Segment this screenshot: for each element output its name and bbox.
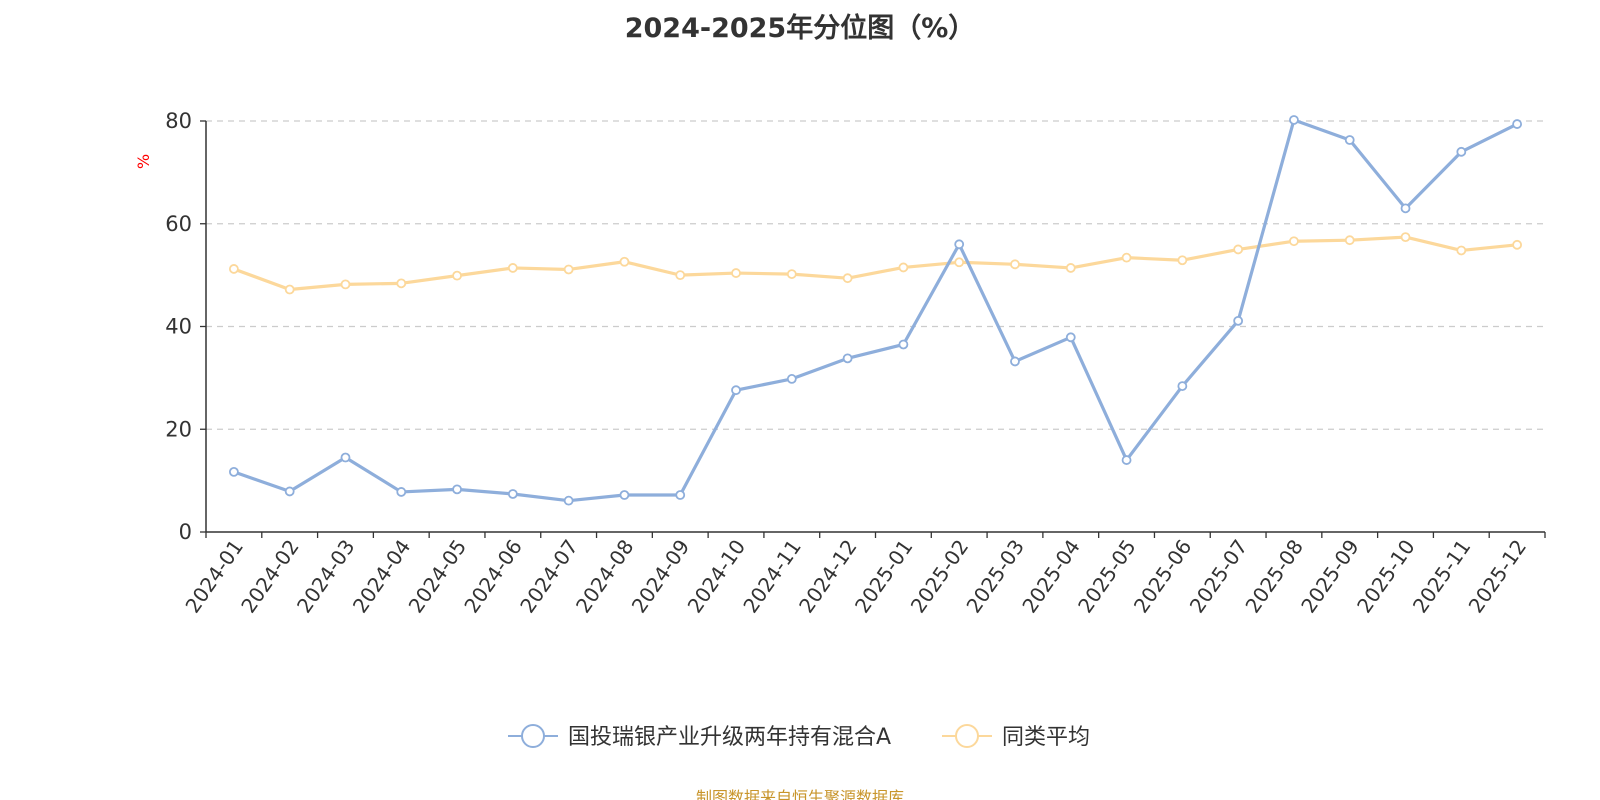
data-point[interactable] xyxy=(842,353,853,364)
legend-marker xyxy=(521,724,545,748)
data-point[interactable] xyxy=(284,284,295,295)
data-point[interactable] xyxy=(1121,455,1132,465)
axes: 020406080%2024-012024-022024-032024-0420… xyxy=(134,109,1546,617)
legend-label: 同类平均 xyxy=(1002,725,1090,750)
data-point[interactable] xyxy=(340,279,351,290)
data-point[interactable] xyxy=(898,339,909,350)
legend-label: 国投瑞银产业升级两年持有混合A xyxy=(568,725,891,750)
data-point[interactable] xyxy=(842,273,853,284)
data-point[interactable] xyxy=(898,262,909,273)
data-point[interactable] xyxy=(1456,245,1467,256)
data-point[interactable] xyxy=(954,257,965,268)
legend[interactable]: 国投瑞银产业升级两年持有混合A 同类平均 xyxy=(508,724,1090,750)
y-tick-label: 20 xyxy=(165,417,192,441)
data-point[interactable] xyxy=(1010,356,1020,367)
y-tick-label: 80 xyxy=(165,109,192,133)
series-lines xyxy=(228,115,1523,506)
grid-lines xyxy=(206,120,1545,430)
data-point[interactable] xyxy=(1065,263,1076,273)
data-point[interactable] xyxy=(452,270,462,281)
data-point[interactable] xyxy=(396,487,407,497)
data-point[interactable] xyxy=(563,264,574,275)
data-point[interactable] xyxy=(1344,235,1355,246)
line-chart: 020406080%2024-012024-022024-032024-0420… xyxy=(134,109,1546,750)
data-point[interactable] xyxy=(1400,232,1411,243)
y-tick-label: 0 xyxy=(179,520,192,544)
data-point[interactable] xyxy=(954,239,965,250)
data-source-note: 制图数据来自恒生聚源数据库 xyxy=(695,788,904,800)
y-axis-label: % xyxy=(134,154,153,169)
data-point[interactable] xyxy=(1233,315,1244,326)
data-point[interactable] xyxy=(228,466,239,477)
data-point[interactable] xyxy=(1177,255,1188,266)
data-point[interactable] xyxy=(228,264,239,274)
series-line-1 xyxy=(233,235,1518,292)
legend-item-1[interactable]: 同类平均 xyxy=(942,724,1090,750)
data-point[interactable] xyxy=(619,256,630,267)
data-point[interactable] xyxy=(1289,115,1299,125)
data-point[interactable] xyxy=(1400,203,1411,214)
data-point[interactable] xyxy=(452,484,462,495)
data-point[interactable] xyxy=(1121,252,1132,263)
data-point[interactable] xyxy=(284,486,295,497)
data-point[interactable] xyxy=(1233,244,1244,255)
data-point[interactable] xyxy=(675,270,686,281)
data-point[interactable] xyxy=(731,385,741,396)
x-tick-label: 2025-12 xyxy=(1464,535,1532,617)
legend-item-0[interactable]: 国投瑞银产业升级两年持有混合A xyxy=(508,724,891,750)
data-point[interactable] xyxy=(1344,135,1355,145)
legend-marker xyxy=(955,724,979,748)
data-point[interactable] xyxy=(619,490,630,500)
data-point[interactable] xyxy=(340,452,351,463)
data-point[interactable] xyxy=(675,490,686,500)
y-tick-label: 60 xyxy=(165,212,192,236)
data-point[interactable] xyxy=(396,278,407,289)
data-point[interactable] xyxy=(1456,146,1467,157)
data-point[interactable] xyxy=(731,268,741,278)
data-point[interactable] xyxy=(507,263,518,273)
data-point[interactable] xyxy=(507,489,518,499)
data-point[interactable] xyxy=(786,374,797,384)
data-point[interactable] xyxy=(1512,239,1523,250)
data-point[interactable] xyxy=(1177,381,1188,391)
data-point[interactable] xyxy=(1010,259,1020,270)
data-point[interactable] xyxy=(563,495,574,506)
data-point[interactable] xyxy=(1289,236,1299,247)
y-tick-label: 40 xyxy=(165,315,192,339)
data-point[interactable] xyxy=(1065,332,1076,343)
data-point[interactable] xyxy=(786,269,797,279)
chart-title: 2024-2025年分位图（%） xyxy=(624,13,976,44)
data-point[interactable] xyxy=(1512,119,1523,129)
series-line-0 xyxy=(233,118,1518,503)
